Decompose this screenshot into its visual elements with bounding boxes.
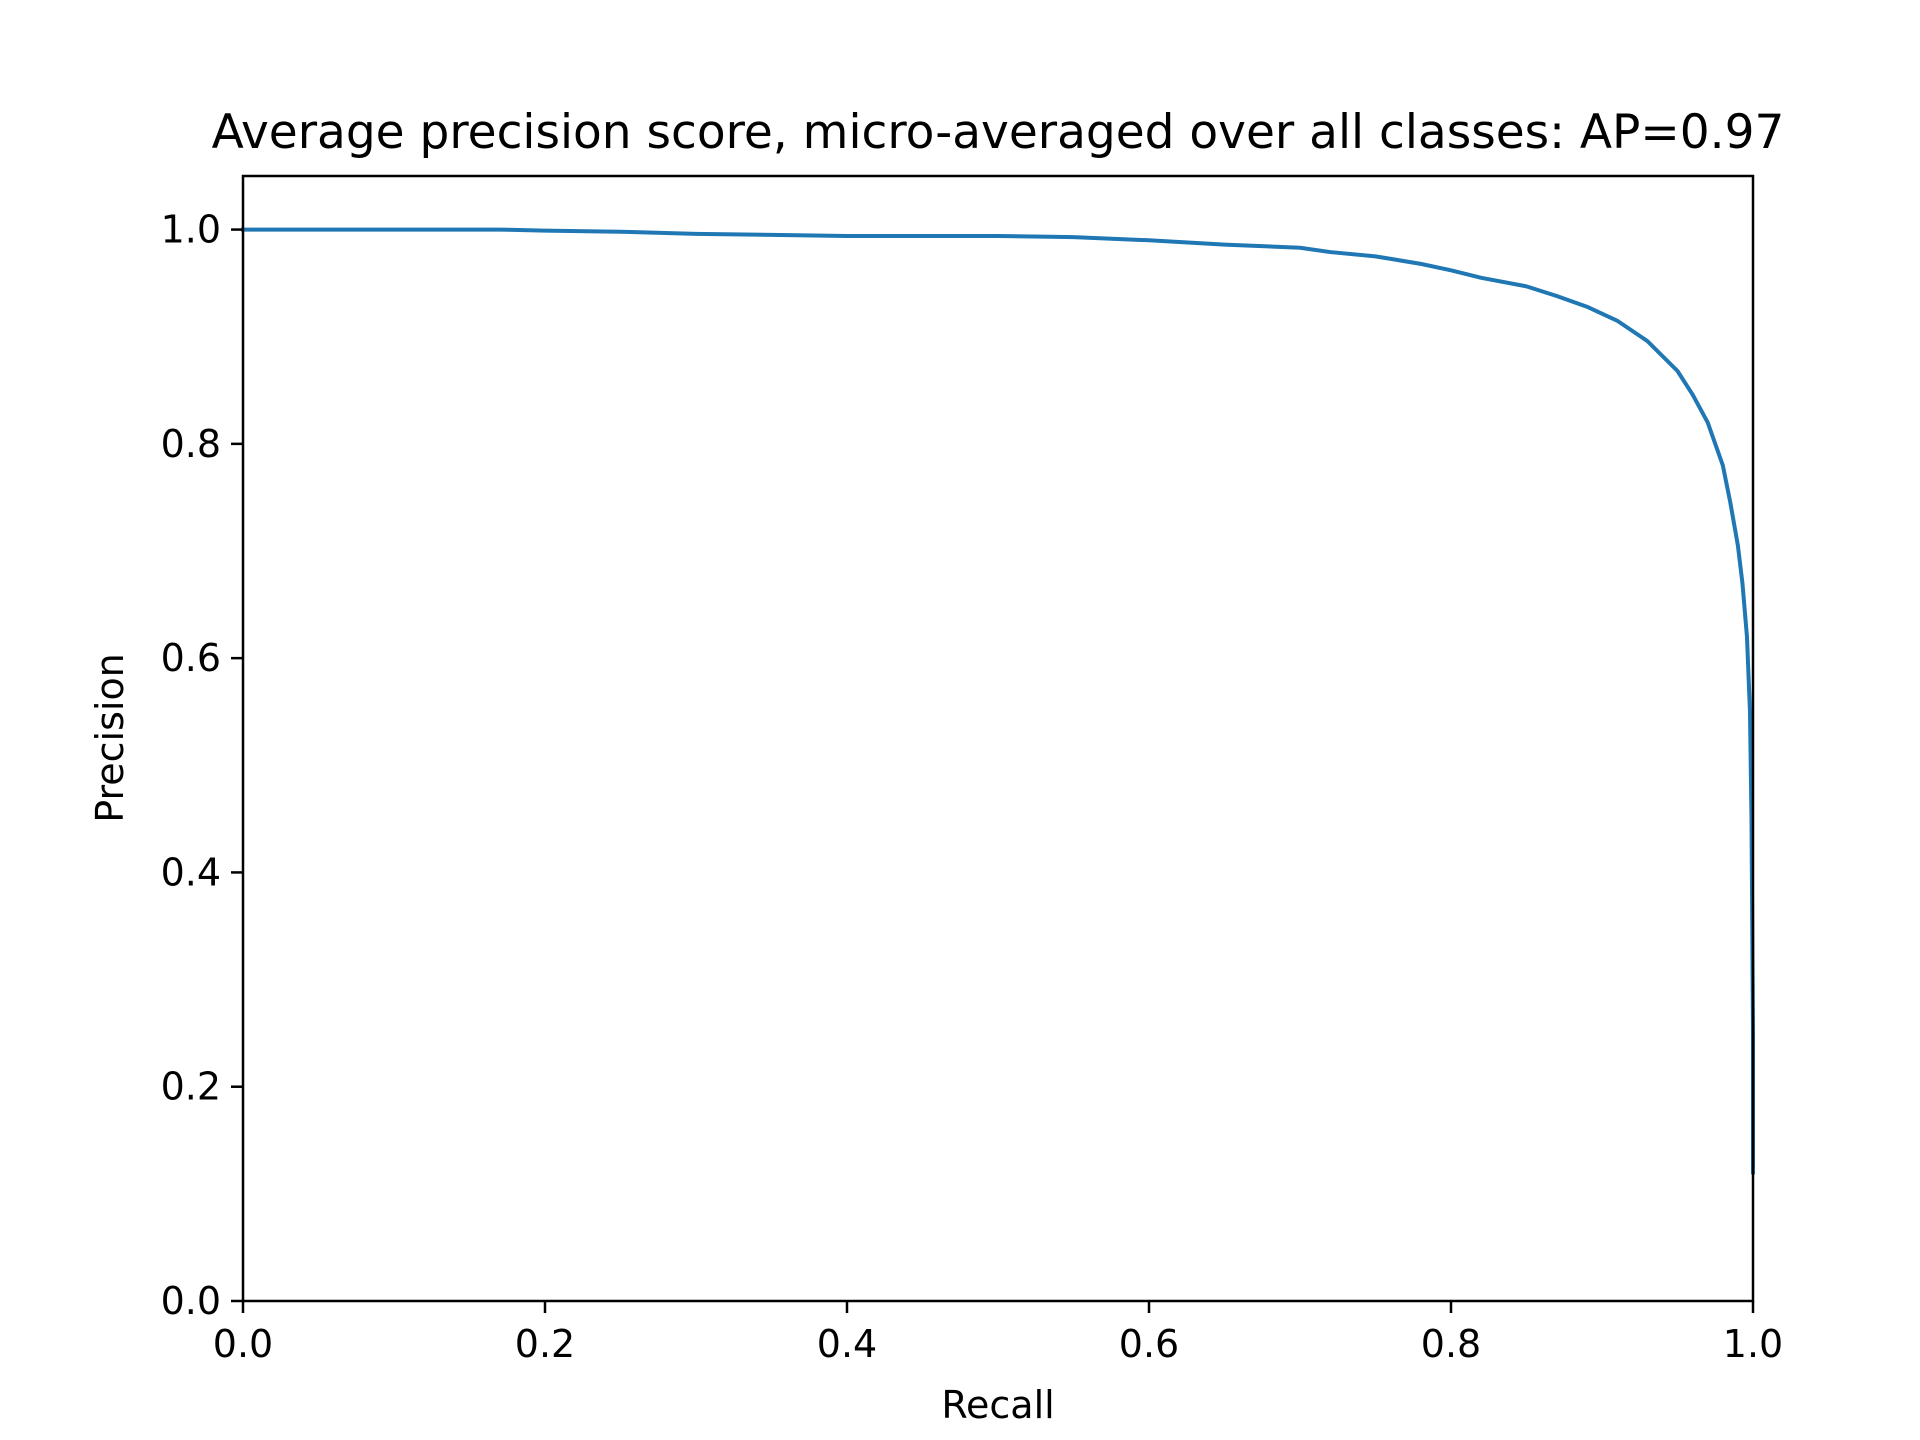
y-axis-title: Precision (88, 653, 132, 823)
y-tick-label: 0.8 (161, 422, 221, 466)
y-axis: 0.0 0.2 0.4 0.6 0.8 1.0 (161, 208, 243, 1323)
y-tick-label: 0.4 (161, 850, 221, 894)
x-tick-label: 0.8 (1421, 1322, 1481, 1366)
precision-recall-curve (241, 227, 1755, 1175)
x-axis: 0.0 0.2 0.4 0.6 0.8 1.0 (213, 1301, 1783, 1366)
y-tick-label: 1.0 (161, 208, 221, 252)
x-axis-title: Recall (941, 1383, 1054, 1427)
x-tick-label: 0.0 (213, 1322, 273, 1366)
x-tick-label: 0.2 (515, 1322, 575, 1366)
y-tick-label: 0.6 (161, 636, 221, 680)
x-tick-label: 1.0 (1723, 1322, 1783, 1366)
y-tick-label: 0.0 (161, 1279, 221, 1323)
plot-frame (241, 174, 1755, 1303)
chart-title: Average precision score, micro-averaged … (212, 105, 1785, 160)
x-tick-label: 0.6 (1119, 1322, 1179, 1366)
x-tick-label: 0.4 (817, 1322, 877, 1366)
y-tick-label: 0.2 (161, 1065, 221, 1109)
plot-area (241, 174, 1755, 1303)
